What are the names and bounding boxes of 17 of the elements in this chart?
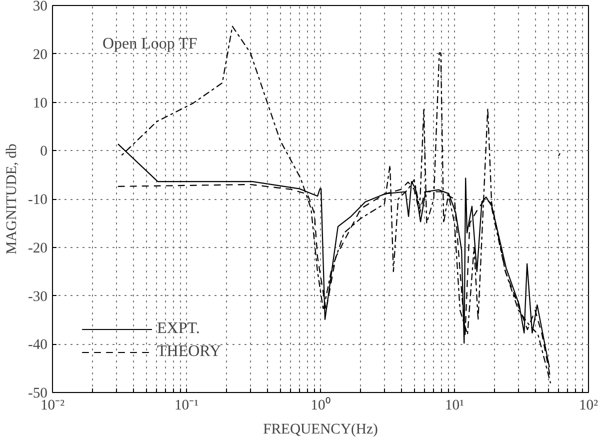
x-tick-label: 10² xyxy=(578,398,599,414)
y-axis-title: MAGNITUDE, db xyxy=(4,144,20,254)
x-tick-label: 10¹ xyxy=(444,398,464,414)
y-tick-label: -30 xyxy=(28,288,48,305)
y-tick-label: 0 xyxy=(40,144,48,160)
annotation: Open Loop TF xyxy=(102,36,198,52)
y-tick-label: -20 xyxy=(28,240,48,256)
y-tick-label: 30 xyxy=(32,0,48,14)
y-tick-label: 20 xyxy=(32,46,48,63)
x-tick-label: 10⁰ xyxy=(310,396,330,414)
y-tick-label: -40 xyxy=(28,337,48,354)
x-axis-title: FREQUENCY(Hz) xyxy=(263,422,378,438)
x-tick-label: 10⁻¹ xyxy=(174,398,199,414)
legend-label: EXPT. xyxy=(157,320,200,338)
y-tick-label: 10 xyxy=(32,95,48,112)
y-tick-label: -10 xyxy=(28,192,48,208)
legend-label: THEORY xyxy=(157,343,221,361)
